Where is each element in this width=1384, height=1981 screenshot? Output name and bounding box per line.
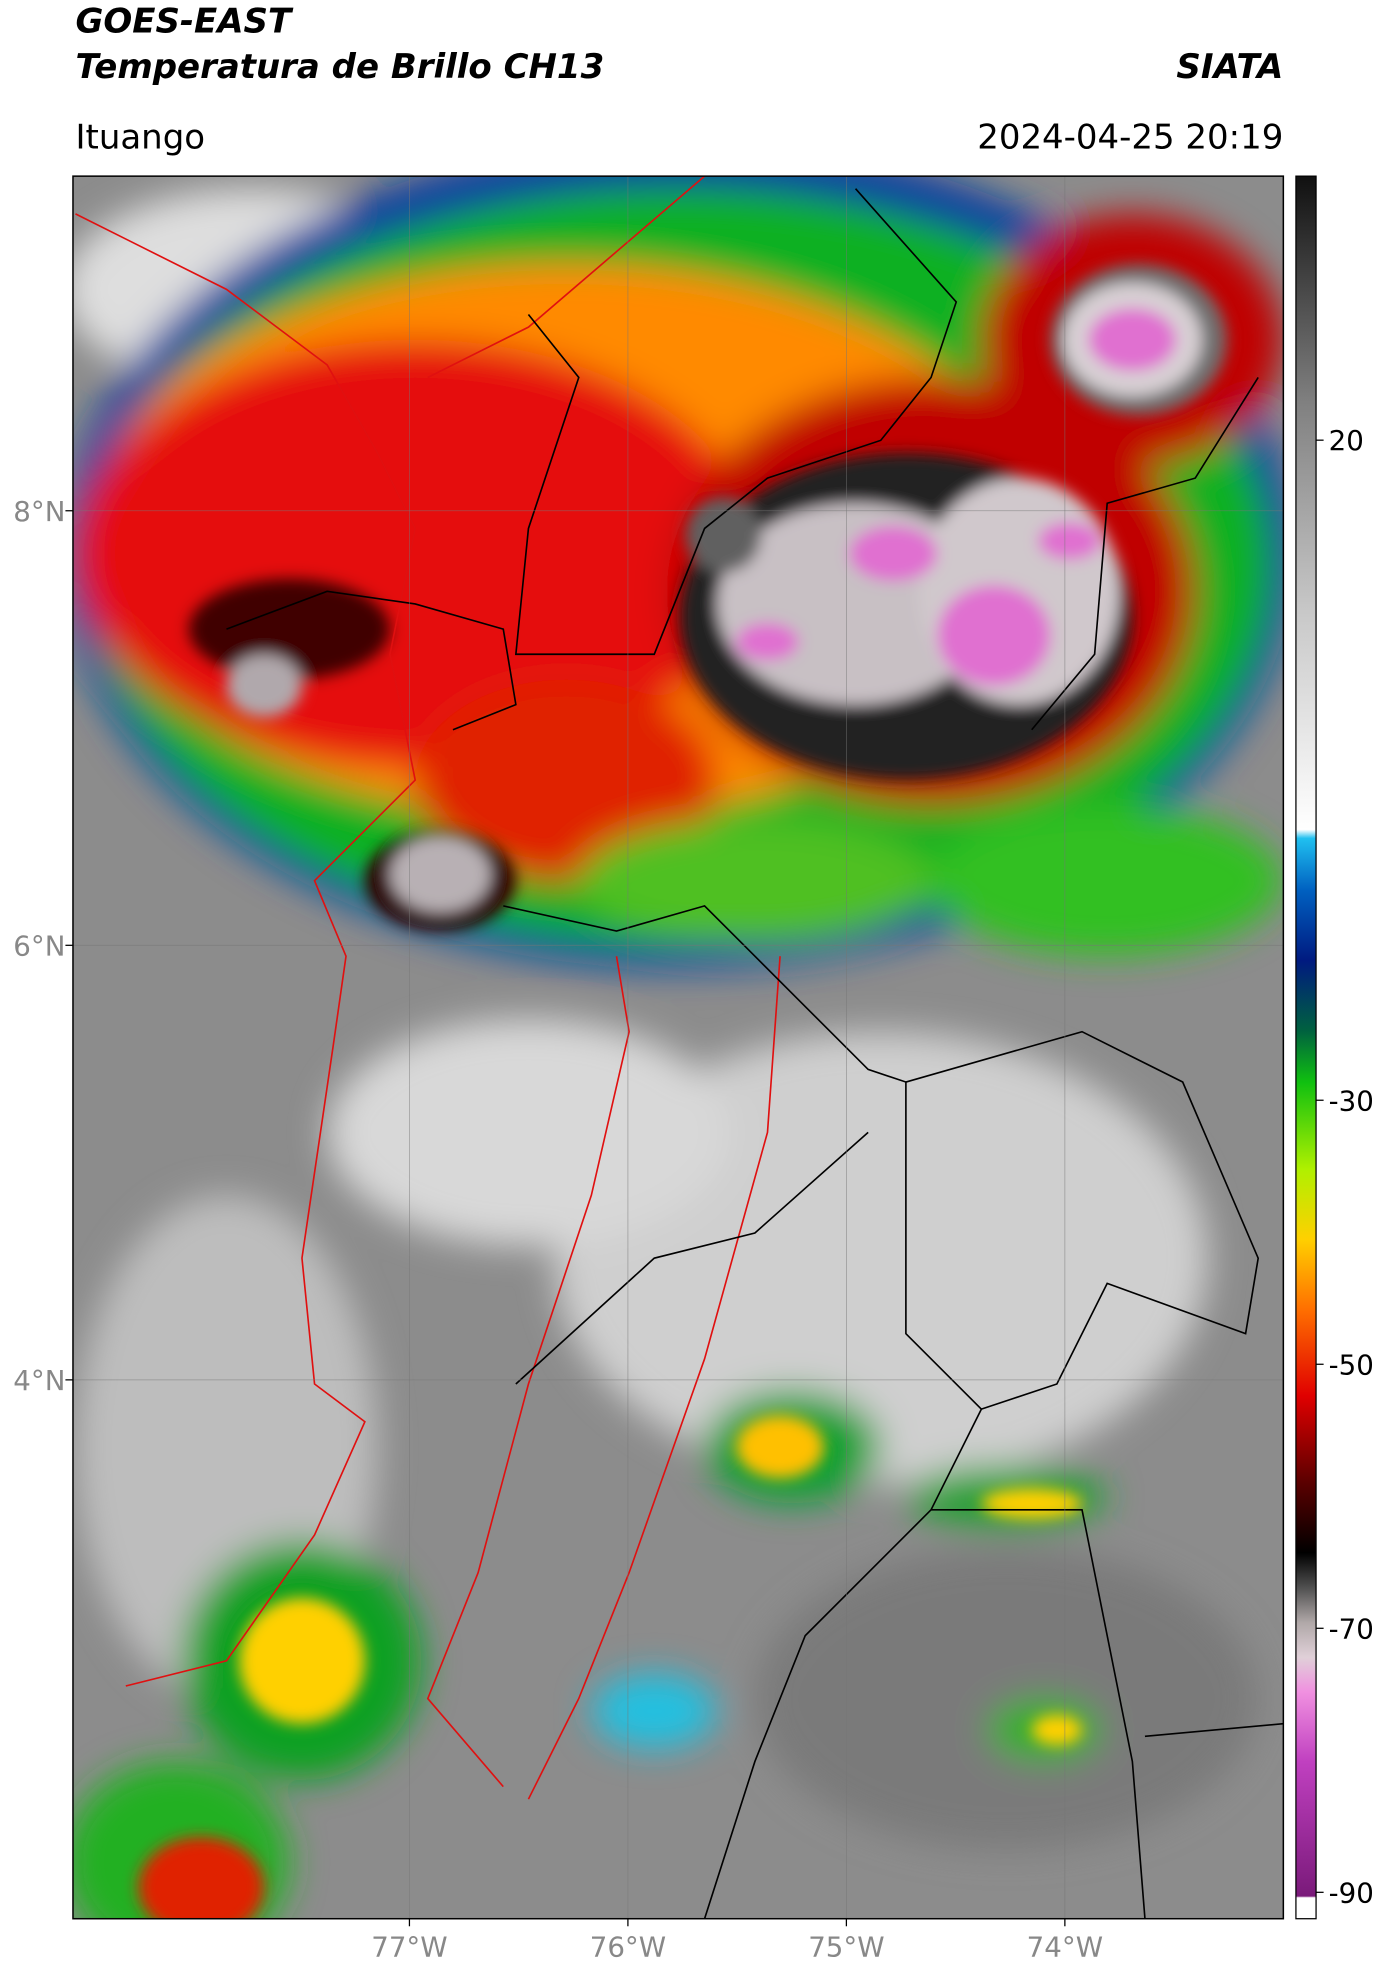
map-frame bbox=[72, 175, 1285, 1920]
source: SIATA bbox=[1176, 47, 1283, 87]
y-tick-label: 6°N bbox=[13, 929, 65, 962]
title: Temperatura de Brillo CH13 bbox=[75, 47, 604, 87]
x-tick-label: 77°W bbox=[371, 1930, 447, 1963]
x-tick-label: 76°W bbox=[590, 1930, 666, 1963]
datetime: 2024-04-25 20:19 bbox=[977, 117, 1283, 157]
location: Ituango bbox=[75, 117, 205, 157]
title: GOES-EAST bbox=[75, 2, 293, 42]
x-tick-label: 74°W bbox=[1027, 1930, 1103, 1963]
colorbar-tick-label: -70 bbox=[1329, 1612, 1374, 1645]
satellite-image bbox=[72, 176, 1284, 1919]
colorbar-tick-label: -50 bbox=[1329, 1348, 1374, 1381]
y-tick-label: 8°N bbox=[13, 495, 65, 528]
colorbar-tick-label: -90 bbox=[1329, 1876, 1374, 1909]
x-tick-label: 75°W bbox=[808, 1930, 884, 1963]
colorbar-tick-label: -30 bbox=[1329, 1084, 1374, 1117]
y-tick-label: 4°N bbox=[13, 1364, 65, 1397]
colorbar bbox=[1295, 175, 1317, 1920]
colorbar-tick-label: 20 bbox=[1329, 424, 1364, 457]
